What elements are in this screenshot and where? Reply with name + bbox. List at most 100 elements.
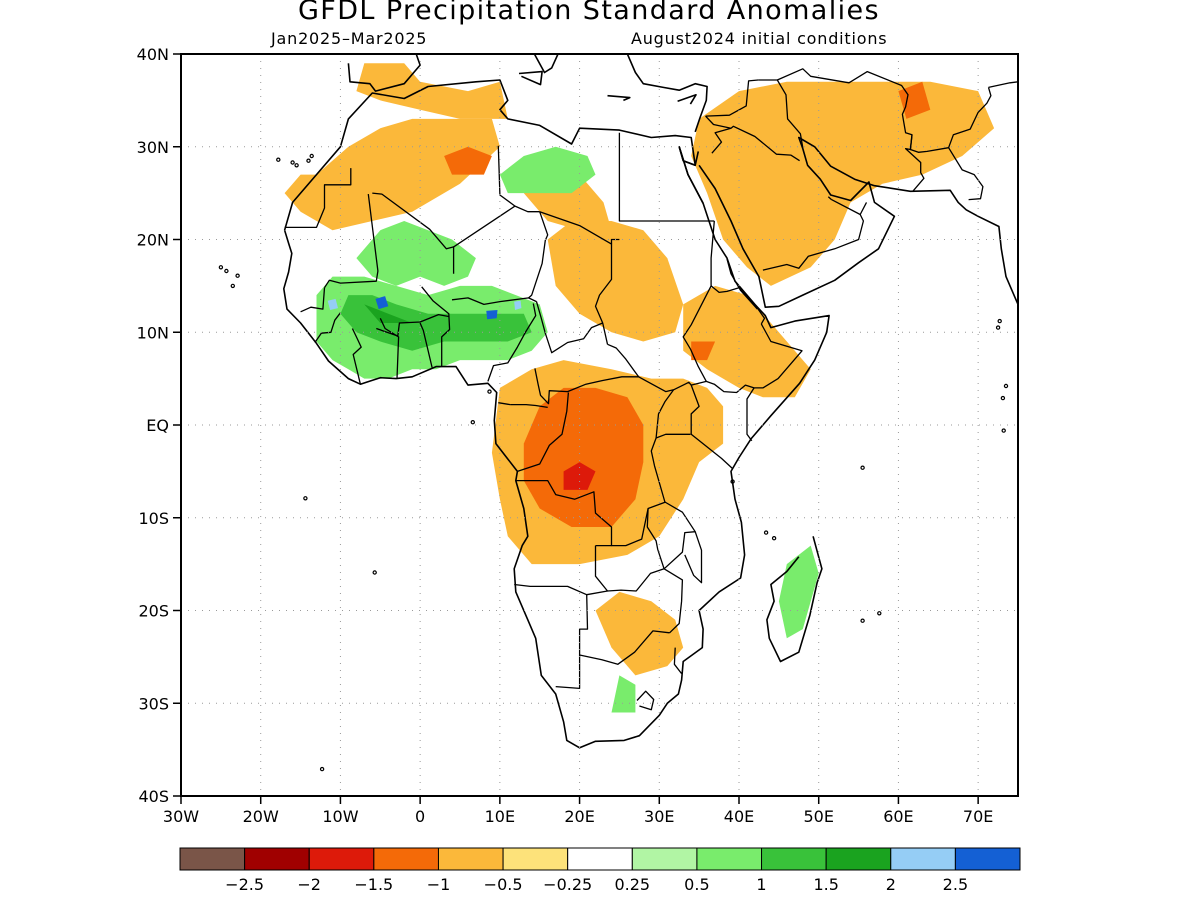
- colorbar-label: −0.25: [543, 875, 592, 894]
- colorbar-swatch: [308, 847, 375, 871]
- longitude-tick-label: 50E: [803, 807, 833, 826]
- country-border: [451, 297, 537, 306]
- country-border: [300, 287, 326, 313]
- anomaly-region: [327, 298, 338, 310]
- coastline: [698, 136, 1018, 309]
- country-border: [419, 322, 433, 368]
- island: [470, 420, 475, 425]
- country-border: [314, 312, 341, 343]
- island: [306, 158, 311, 163]
- anomaly-region: [595, 591, 684, 676]
- country-border: [690, 384, 734, 470]
- country-border: [528, 211, 549, 299]
- island: [997, 318, 1002, 324]
- country-border: [663, 568, 684, 634]
- anomaly-region: [444, 146, 492, 175]
- country-border: [555, 594, 589, 690]
- latitude-tick-label: 30N: [137, 138, 169, 157]
- latitude-tick-label: 20S: [138, 602, 169, 621]
- country-border: [762, 214, 865, 271]
- colorbar-label: 2.5: [943, 875, 968, 894]
- coastline: [607, 94, 631, 102]
- country-border: [650, 437, 696, 533]
- country-border: [421, 286, 451, 367]
- country-border: [498, 402, 511, 406]
- colorbar-label: 1: [756, 875, 766, 894]
- country-border: [663, 531, 703, 584]
- colorbar-swatch: [890, 847, 956, 871]
- colorbar-swatch: [954, 847, 1021, 871]
- island: [276, 157, 281, 162]
- anomaly-region: [514, 300, 522, 310]
- island: [230, 283, 235, 289]
- forecast-period-subtitle: Jan2025–Mar2025: [271, 29, 428, 48]
- colorbar-label: 2: [886, 875, 896, 894]
- anomaly-region: [547, 221, 684, 342]
- anomaly-regions: [284, 63, 995, 713]
- island: [372, 570, 377, 575]
- island: [1000, 395, 1006, 401]
- longitude-tick-label: 10E: [485, 807, 515, 826]
- coastline: [626, 54, 708, 133]
- country-border: [827, 196, 832, 201]
- colorbar-legend: −2.5 −2 −1.5 −1 −0.5 −0.25 0.25 0.5 1 1.5 2 2.5: [179, 847, 1021, 894]
- longitude-tick-label: 30E: [644, 807, 674, 826]
- country-border: [673, 647, 683, 674]
- country-border: [655, 389, 691, 439]
- colorbar-label: 0.25: [614, 875, 650, 894]
- anomaly-region: [375, 296, 389, 310]
- country-border: [323, 194, 379, 289]
- colorbar-swatch: [761, 847, 827, 871]
- island: [771, 536, 777, 541]
- coastline: [347, 54, 421, 92]
- country-border: [351, 328, 362, 385]
- initial-conditions-subtitle: August2024 initial conditions: [631, 29, 888, 48]
- coastline: [677, 94, 697, 105]
- colorbar-swatch: [437, 847, 504, 871]
- island: [290, 160, 295, 165]
- colorbar-label: 1.5: [813, 875, 838, 894]
- island: [730, 479, 735, 484]
- country-border: [673, 220, 715, 391]
- latitude-tick-label: 10S: [138, 509, 169, 528]
- coastline: [678, 146, 700, 167]
- longitude-tick-label: 20W: [243, 807, 279, 826]
- country-border: [705, 79, 759, 117]
- latitude-tick-label: EQ: [146, 416, 169, 435]
- latitude-tick-label: 30S: [138, 694, 169, 713]
- island: [763, 530, 769, 535]
- anomaly-region: [364, 304, 413, 323]
- country-border: [607, 343, 674, 393]
- colorbar-label: −2: [297, 875, 321, 894]
- colorbar-swatch: [567, 847, 633, 871]
- coastlines: [218, 54, 1018, 772]
- anomaly-region: [683, 285, 811, 398]
- island: [1003, 383, 1009, 389]
- island: [487, 389, 492, 394]
- coastline: [766, 536, 823, 663]
- anomaly-region: [563, 462, 596, 490]
- country-border: [579, 630, 670, 665]
- country-border: [453, 205, 540, 248]
- colorbar-swatch: [244, 847, 310, 871]
- country-border: [988, 81, 1018, 89]
- latitude-tick-label: 10N: [137, 323, 169, 342]
- country-border: [758, 79, 804, 148]
- island: [1001, 428, 1006, 433]
- country-border: [904, 134, 925, 192]
- country-border: [284, 168, 352, 229]
- country-border: [510, 403, 548, 409]
- colorbar-swatch: [373, 847, 439, 871]
- country-border: [710, 285, 766, 325]
- island: [995, 325, 1001, 330]
- colorbar-label: −1.5: [354, 875, 393, 894]
- longitude-tick-label: 0: [415, 807, 425, 826]
- island: [218, 265, 224, 270]
- colorbar-label: 0.5: [684, 875, 709, 894]
- anomaly-region: [499, 146, 596, 194]
- map-title: GFDL Precipitation Standard Anomalies: [297, 0, 881, 26]
- country-border: [515, 479, 613, 547]
- longitude-tick-label: 60E: [883, 807, 913, 826]
- country-border: [517, 392, 570, 473]
- anomaly-region: [340, 295, 532, 351]
